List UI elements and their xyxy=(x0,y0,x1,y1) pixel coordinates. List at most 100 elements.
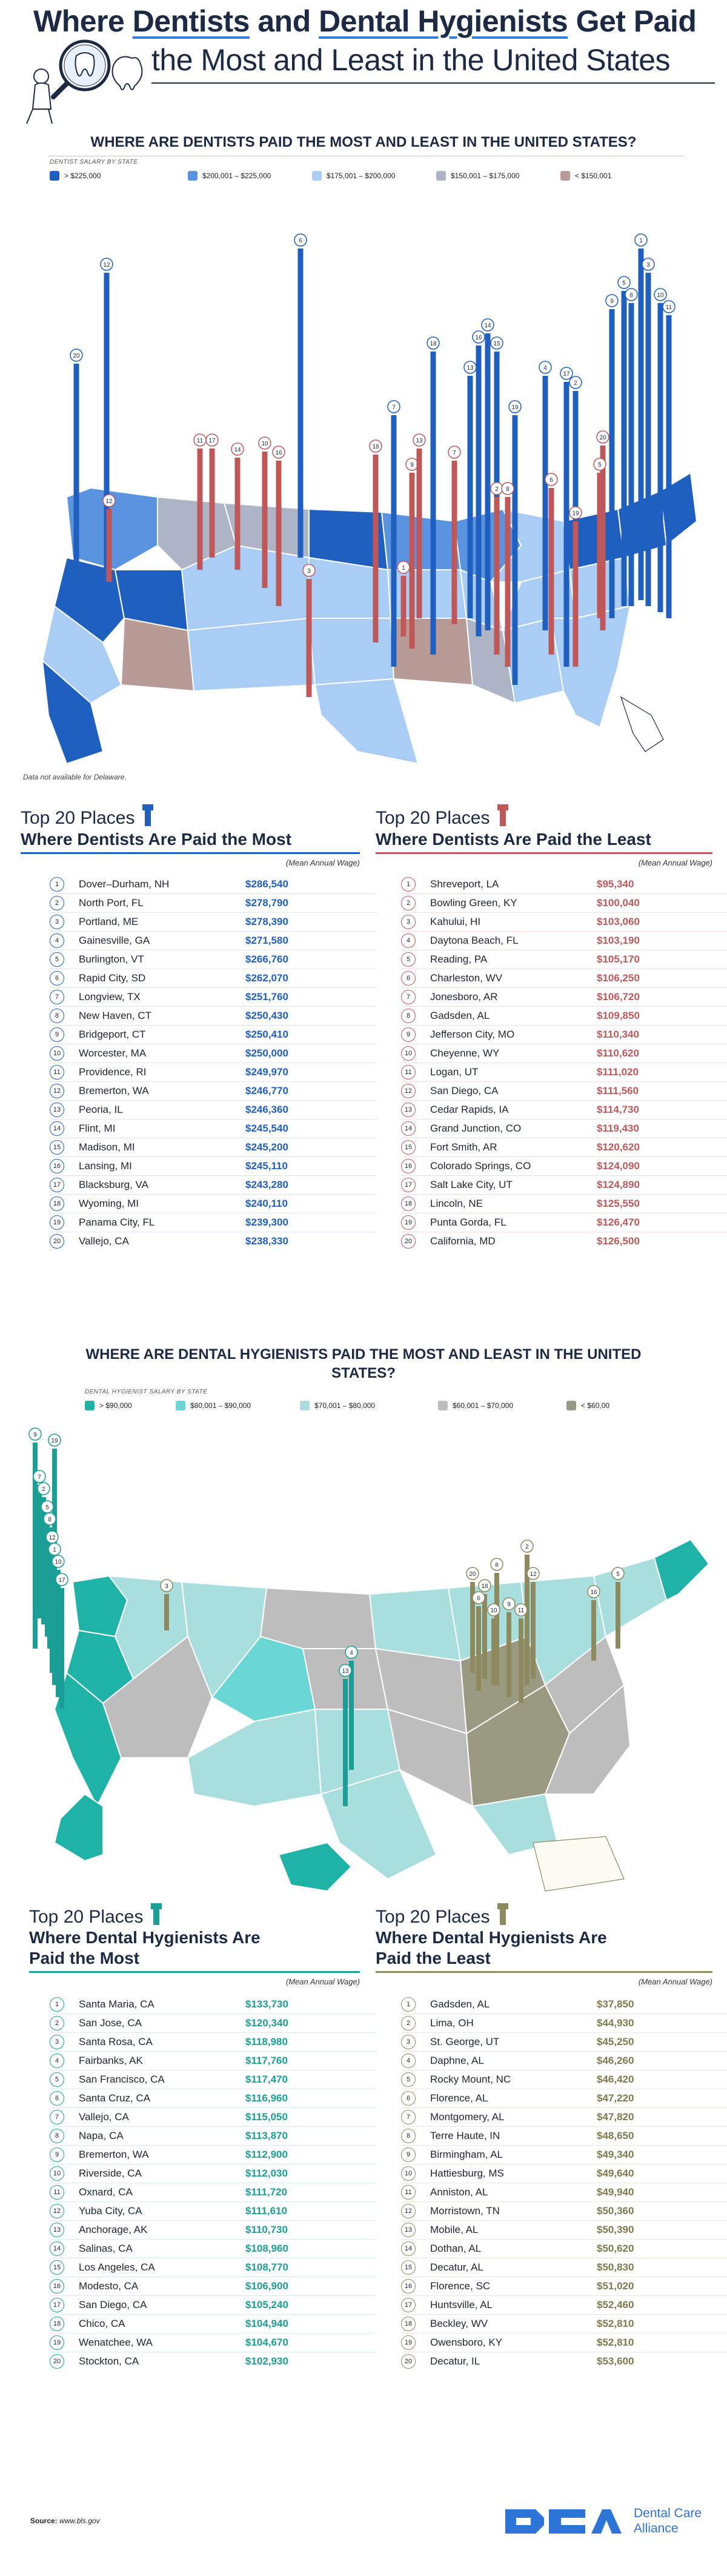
map-bar-marker xyxy=(654,288,667,301)
place-name: Huntsville, AL xyxy=(430,2298,493,2311)
list-item: 6 Rapid City, SD $262,070 xyxy=(50,969,288,987)
place-name: Morristown, TN xyxy=(430,2204,500,2217)
rank-badge: 6 xyxy=(50,970,64,986)
map-bar-marker xyxy=(102,494,116,507)
map-bar-label: 18 xyxy=(430,341,437,347)
source-note: Source: www.bls.gov xyxy=(30,2517,100,2525)
map-bar xyxy=(209,449,215,558)
rank-badge: 17 xyxy=(50,1177,64,1192)
place-name: Logan, UT xyxy=(430,1066,479,1078)
place-name: Reading, PA xyxy=(430,953,488,965)
legend-item: < $150,001 xyxy=(560,171,611,181)
dentist-most-title-top: Top 20 Places xyxy=(21,808,135,828)
rank-badge: 12 xyxy=(401,1083,416,1098)
dentist-most-mean-label: (Mean Annual Wage) xyxy=(285,858,360,867)
row-divider xyxy=(50,1006,377,1007)
place-name: Fairbanks, AK xyxy=(79,2054,143,2066)
dentist-map-title: WHERE ARE DENTISTS PAID THE MOST AND LEA… xyxy=(90,134,637,150)
legend-label: > $225,000 xyxy=(64,172,101,180)
place-name: Mobile, AL xyxy=(430,2223,479,2235)
rank-badge: 6 xyxy=(401,2090,416,2106)
wage-value: $37,850 xyxy=(597,1998,634,2010)
dentist-most-header: Top 20 Places xyxy=(21,803,154,829)
list-item: 7 Vallejo, CA $115,050 xyxy=(50,2107,288,2126)
map-bar xyxy=(297,249,304,558)
place-name: Longview, TX xyxy=(79,990,141,1003)
place-name: Hattiesburg, MS xyxy=(430,2167,504,2179)
map-bar xyxy=(106,509,112,582)
place-name: Yuba City, CA xyxy=(79,2204,142,2217)
wage-value: $111,020 xyxy=(597,1066,639,1078)
legend-item: $200,001 – $225,000 xyxy=(188,171,271,181)
place-name: Punta Gorda, FL xyxy=(430,1216,506,1228)
legend-label: $60,001 – $70,000 xyxy=(453,1401,514,1410)
list-item: 20 California, MD $126,500 xyxy=(401,1232,640,1250)
list-item: 15 Madison, MI $245,200 xyxy=(50,1138,288,1156)
list-item: 4 Daytona Beach, FL $103,190 xyxy=(401,931,640,950)
rank-badge: 5 xyxy=(401,952,416,967)
hyg-least-title: Where Dental Hygienists Are Paid the Lea… xyxy=(376,1928,607,1967)
rank-badge: 13 xyxy=(50,2222,64,2237)
rank-badge: 11 xyxy=(401,2184,416,2200)
map-bar-marker xyxy=(596,430,609,444)
rank-badge: 1 xyxy=(50,876,64,892)
map-bar xyxy=(234,458,241,570)
list-item: 1 Santa Maria, CA $133,730 xyxy=(50,1995,288,2014)
legend-swatch xyxy=(176,1401,185,1410)
place-name: San Diego, CA xyxy=(430,1084,499,1096)
place-name: Lincoln, NE xyxy=(430,1197,483,1209)
map-bar xyxy=(400,576,407,636)
place-name: Burlington, VT xyxy=(79,953,144,965)
list-item: 2 San Jose, CA $120,340 xyxy=(50,2014,288,2032)
rank-badge: 19 xyxy=(401,2335,416,2350)
place-name: Salinas, CA xyxy=(79,2242,133,2254)
map-bar-marker xyxy=(369,439,382,453)
row-divider xyxy=(50,2333,377,2334)
list-item: 15 Fort Smith, AR $120,620 xyxy=(401,1138,640,1156)
wage-value: $111,720 xyxy=(245,2186,288,2198)
map-bar-marker xyxy=(490,1558,503,1571)
rank-badge: 7 xyxy=(50,2109,64,2124)
place-name: Bridgeport, CT xyxy=(79,1028,146,1040)
map-bar-label: 6 xyxy=(549,477,553,484)
rank-badge: 7 xyxy=(401,2109,416,2124)
rank-badge: 12 xyxy=(50,2203,64,2218)
source-link[interactable]: www.bls.gov xyxy=(57,2517,100,2525)
wage-value: $104,670 xyxy=(245,2336,288,2348)
place-name: San Diego, CA xyxy=(79,2298,147,2311)
list-item: 10 Hattiesburg, MS $49,640 xyxy=(401,2164,634,2183)
place-name: California, MD xyxy=(430,1235,496,1247)
legend-swatch xyxy=(312,171,322,181)
wage-value: $52,810 xyxy=(597,2336,634,2348)
place-name: St. George, UT xyxy=(430,2035,500,2047)
wage-value: $125,550 xyxy=(597,1197,640,1209)
wage-value: $239,300 xyxy=(245,1216,288,1228)
map-bar-label: 3 xyxy=(165,1583,168,1590)
legend-swatch xyxy=(188,171,198,181)
map-bar-label: 6 xyxy=(477,1595,480,1602)
map-bar xyxy=(657,303,663,612)
map-bar xyxy=(262,452,268,588)
map-bar-label: 13 xyxy=(416,438,423,444)
map-bar-marker xyxy=(560,367,573,380)
list-item: 9 Jefferson City, MO $110,340 xyxy=(401,1025,639,1044)
row-divider xyxy=(401,2333,727,2334)
wage-value: $49,340 xyxy=(597,2148,634,2160)
place-name: Bremerton, WA xyxy=(79,1084,149,1096)
map-bar xyxy=(573,521,579,667)
wage-value: $120,340 xyxy=(245,2017,288,2029)
rank-badge: 1 xyxy=(401,876,416,892)
row-divider xyxy=(401,2201,727,2202)
list-item: 4 Fairbanks, AK $117,760 xyxy=(50,2051,288,2070)
legend-item: < $60,00 xyxy=(566,1401,609,1410)
list-item: 2 Bowling Green, KY $100,040 xyxy=(401,893,640,912)
row-divider xyxy=(50,2032,377,2033)
map-bar-label: 17 xyxy=(58,1577,65,1584)
row-divider xyxy=(401,2239,727,2240)
list-item: 9 Bremerton, WA $112,900 xyxy=(50,2145,288,2164)
rank-badge: 19 xyxy=(401,1215,416,1230)
place-name: Cheyenne, WY xyxy=(430,1047,500,1059)
map-bar-label: 9 xyxy=(610,298,614,305)
list-item: 3 Kahului, HI $103,060 xyxy=(401,912,640,931)
place-name: Portland, ME xyxy=(79,915,139,927)
